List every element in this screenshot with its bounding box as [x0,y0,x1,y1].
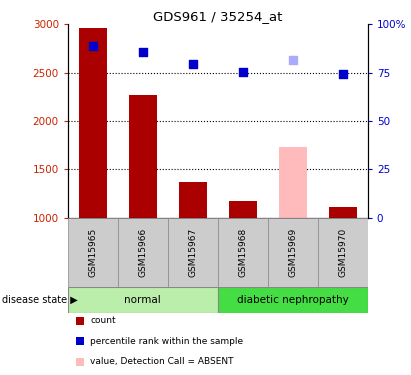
Bar [179,182,207,218]
Point [240,69,246,75]
Bar [118,217,168,287]
Text: value, Detection Call = ABSENT: value, Detection Call = ABSENT [90,357,234,366]
Point [140,50,146,55]
Text: diabetic nephropathy: diabetic nephropathy [237,295,349,305]
Text: GSM15967: GSM15967 [188,228,197,277]
Bar [229,201,256,217]
Point [189,61,196,67]
Text: GSM15970: GSM15970 [338,228,347,277]
Text: normal: normal [125,295,161,305]
Bar [68,217,118,287]
Bar [218,287,368,313]
Bar [129,95,157,218]
Bar [68,287,218,313]
Bar [168,217,218,287]
Title: GDS961 / 35254_at: GDS961 / 35254_at [153,10,282,23]
Bar [318,217,368,287]
Text: disease state ▶: disease state ▶ [2,295,78,305]
Bar [329,207,357,218]
Bar [279,147,307,218]
Bar [268,217,318,287]
Point [90,43,96,49]
Text: GSM15965: GSM15965 [88,228,97,277]
Text: GSM15968: GSM15968 [238,228,247,277]
Text: percentile rank within the sample: percentile rank within the sample [90,337,244,346]
Bar [79,28,106,218]
Text: count: count [90,316,116,325]
Point [290,57,296,63]
Text: GSM15966: GSM15966 [139,228,147,277]
Bar [218,217,268,287]
Text: GSM15969: GSM15969 [289,228,297,277]
Point [339,70,346,76]
